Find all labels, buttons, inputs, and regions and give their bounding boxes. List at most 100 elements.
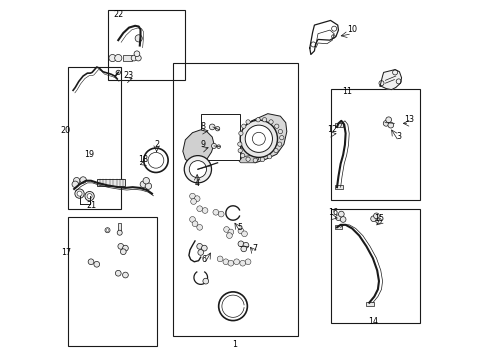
Bar [334,185,342,189]
Circle shape [273,148,278,153]
Circle shape [260,157,264,162]
Circle shape [201,245,207,251]
Text: 17: 17 [61,248,71,257]
Circle shape [252,132,265,145]
Circle shape [340,217,346,222]
Circle shape [240,153,244,158]
Circle shape [238,148,242,153]
Circle shape [189,161,206,178]
Circle shape [145,183,151,189]
Text: 15: 15 [373,214,383,223]
Circle shape [238,241,244,247]
Circle shape [278,130,282,134]
Text: 18: 18 [138,155,148,164]
Circle shape [375,218,381,224]
Circle shape [85,192,94,201]
Circle shape [203,278,208,284]
Text: 13: 13 [404,114,414,123]
Circle shape [335,215,341,221]
Polygon shape [379,69,401,90]
Circle shape [385,117,391,123]
Circle shape [244,125,272,152]
Bar [97,179,125,186]
Circle shape [131,55,137,61]
Circle shape [218,211,224,217]
Circle shape [233,259,239,265]
Text: 14: 14 [367,317,377,326]
Circle shape [196,206,202,212]
Circle shape [109,54,116,62]
Circle shape [94,261,100,267]
Text: 19: 19 [84,150,95,159]
Bar [366,302,373,306]
Circle shape [370,216,376,222]
Bar [330,89,419,200]
Text: 8: 8 [201,122,205,131]
Bar [201,114,240,160]
Circle shape [135,55,141,61]
Circle shape [243,242,248,248]
Circle shape [140,181,146,188]
Circle shape [217,256,223,262]
Circle shape [277,142,281,146]
Text: 20: 20 [61,126,71,135]
Polygon shape [241,114,286,163]
Circle shape [75,189,84,198]
Circle shape [194,196,200,202]
Circle shape [192,221,198,226]
Circle shape [274,124,278,129]
Circle shape [105,228,110,233]
Circle shape [211,143,216,148]
Circle shape [196,243,202,249]
Circle shape [255,118,260,122]
Circle shape [202,208,207,213]
Text: 6: 6 [202,255,206,264]
Circle shape [189,193,195,199]
Circle shape [239,260,245,266]
Circle shape [227,260,233,266]
Circle shape [184,156,211,183]
Circle shape [116,70,120,75]
Circle shape [268,120,273,124]
Bar [334,123,342,127]
Polygon shape [239,155,258,163]
Circle shape [209,124,215,130]
Circle shape [122,245,128,251]
Circle shape [223,259,228,265]
Circle shape [238,228,244,234]
Circle shape [373,213,379,219]
Circle shape [118,243,123,249]
Text: 3: 3 [395,132,400,141]
Circle shape [80,177,86,183]
Circle shape [196,225,202,230]
Polygon shape [183,130,214,165]
Circle shape [106,229,109,231]
Circle shape [217,145,220,148]
Circle shape [134,51,140,57]
Circle shape [245,157,250,161]
Text: 5: 5 [237,223,242,232]
Circle shape [226,233,232,238]
Text: 22: 22 [113,10,123,19]
Circle shape [240,120,277,157]
Circle shape [189,217,195,222]
Circle shape [338,211,344,217]
Bar [330,210,419,323]
Bar [68,217,157,346]
Circle shape [241,231,247,237]
Circle shape [87,194,92,199]
Circle shape [279,135,284,140]
Text: 9: 9 [200,140,205,149]
Circle shape [241,124,245,129]
Text: 10: 10 [346,25,356,34]
Circle shape [73,177,80,184]
Bar [118,223,121,232]
Circle shape [215,127,219,131]
Circle shape [122,272,128,278]
Circle shape [238,131,243,135]
Circle shape [120,249,126,255]
Circle shape [253,158,257,162]
Bar [107,10,184,80]
Circle shape [115,270,121,276]
Circle shape [383,121,388,126]
